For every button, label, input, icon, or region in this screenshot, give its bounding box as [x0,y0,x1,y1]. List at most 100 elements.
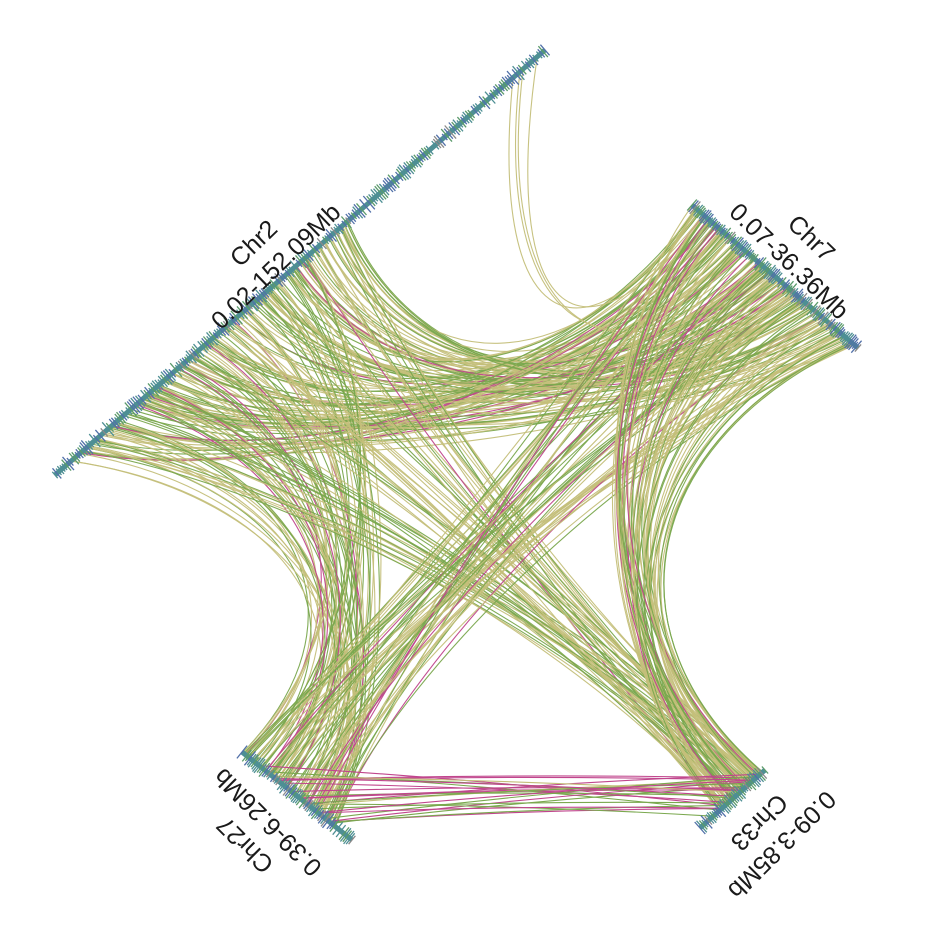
gene-tick [825,318,836,331]
gene-tick [753,256,765,269]
gene-tick [229,312,241,326]
gene-tick [154,379,164,391]
synteny-link [636,300,804,811]
gene-tick [492,89,499,97]
gene-tick [758,261,766,269]
gene-tick [251,295,261,307]
gene-tick [511,68,522,81]
gene-tick [329,820,337,830]
gene-tick [326,817,337,830]
gene-tick [329,230,337,238]
gene-tick [353,203,366,218]
gene-tick [721,798,732,811]
synteny-link [517,68,764,333]
gene-tick [812,307,822,319]
gene-tick [799,296,810,308]
gene-tick [337,223,345,232]
gene-tick [378,183,390,196]
gene-tick [116,411,127,424]
gene-tick [185,350,197,364]
gene-tick [310,804,324,820]
gene-tick [227,318,235,327]
gene-tick [767,268,779,281]
gene-tick [723,231,731,239]
gene-tick [402,164,412,175]
gene-tick [294,792,305,804]
gene-tick [844,334,857,349]
gene-tick [693,204,701,213]
gene-tick [147,382,160,397]
gene-tick [744,780,753,790]
gene-tick [474,102,483,112]
gene-tick [779,279,791,291]
gene-tick [770,271,781,284]
gene-tick [410,155,422,168]
gene-tick [316,809,325,820]
gene-tick [273,776,281,785]
gene-tick [247,754,259,768]
gene-tick [87,440,95,448]
synteny-link [232,320,362,812]
gene-tick [760,262,771,274]
gene-tick [279,780,288,790]
gene-tick [382,179,394,193]
gene-tick [61,463,68,471]
gene-tick [448,122,461,136]
gene-tick [725,793,738,807]
gene-tick [373,188,384,201]
chromosome-axes [51,44,863,845]
synteny-link [328,248,743,823]
synteny-link [630,267,765,804]
gene-tick [52,467,62,479]
gene-tick [362,195,376,210]
gene-tick [397,166,410,180]
gene-tick [267,284,274,292]
gene-tick [694,205,705,218]
chr27-axis-line [240,750,354,842]
gene-tick [340,216,352,229]
gene-tick [160,374,170,386]
gene-tick [761,766,769,774]
gene-tick [387,174,400,189]
gene-tick [419,149,429,161]
chr33-axis-line [698,768,767,830]
gene-tick [216,325,227,336]
gene-tick [777,276,787,288]
synteny-link [292,268,811,386]
gene-tick [789,287,799,298]
gene-tick [500,79,510,90]
gene-tick [128,399,141,414]
gene-tick [181,357,190,367]
gene-tick [834,326,845,338]
gene-tick [206,335,215,346]
gene-tick [830,322,843,337]
synteny-link [638,264,763,780]
gene-tick [251,757,264,773]
gene-tick [68,452,80,465]
gene-tick [792,290,799,298]
gene-tick [506,70,520,86]
gene-tick [197,340,208,354]
gene-tick [464,110,474,121]
synteny-link [252,207,697,761]
gene-tick [733,788,744,800]
gene-tick [479,100,486,108]
synteny-link [255,243,738,764]
gene-tick [418,152,426,161]
gene-tick [92,434,101,444]
synteny-link [330,343,854,824]
gene-tick [470,105,480,116]
gene-tick [730,788,743,802]
gene-tick [730,236,743,250]
gene-tick [701,819,709,828]
gene-tick [243,750,257,766]
gene-tick [812,307,825,321]
gene-tick [733,785,747,800]
synteny-link [299,787,745,799]
synteny-link [150,228,720,420]
synteny-link [332,234,728,826]
gene-tick [236,309,245,320]
gene-tick [528,57,536,66]
gene-tick [324,235,331,243]
